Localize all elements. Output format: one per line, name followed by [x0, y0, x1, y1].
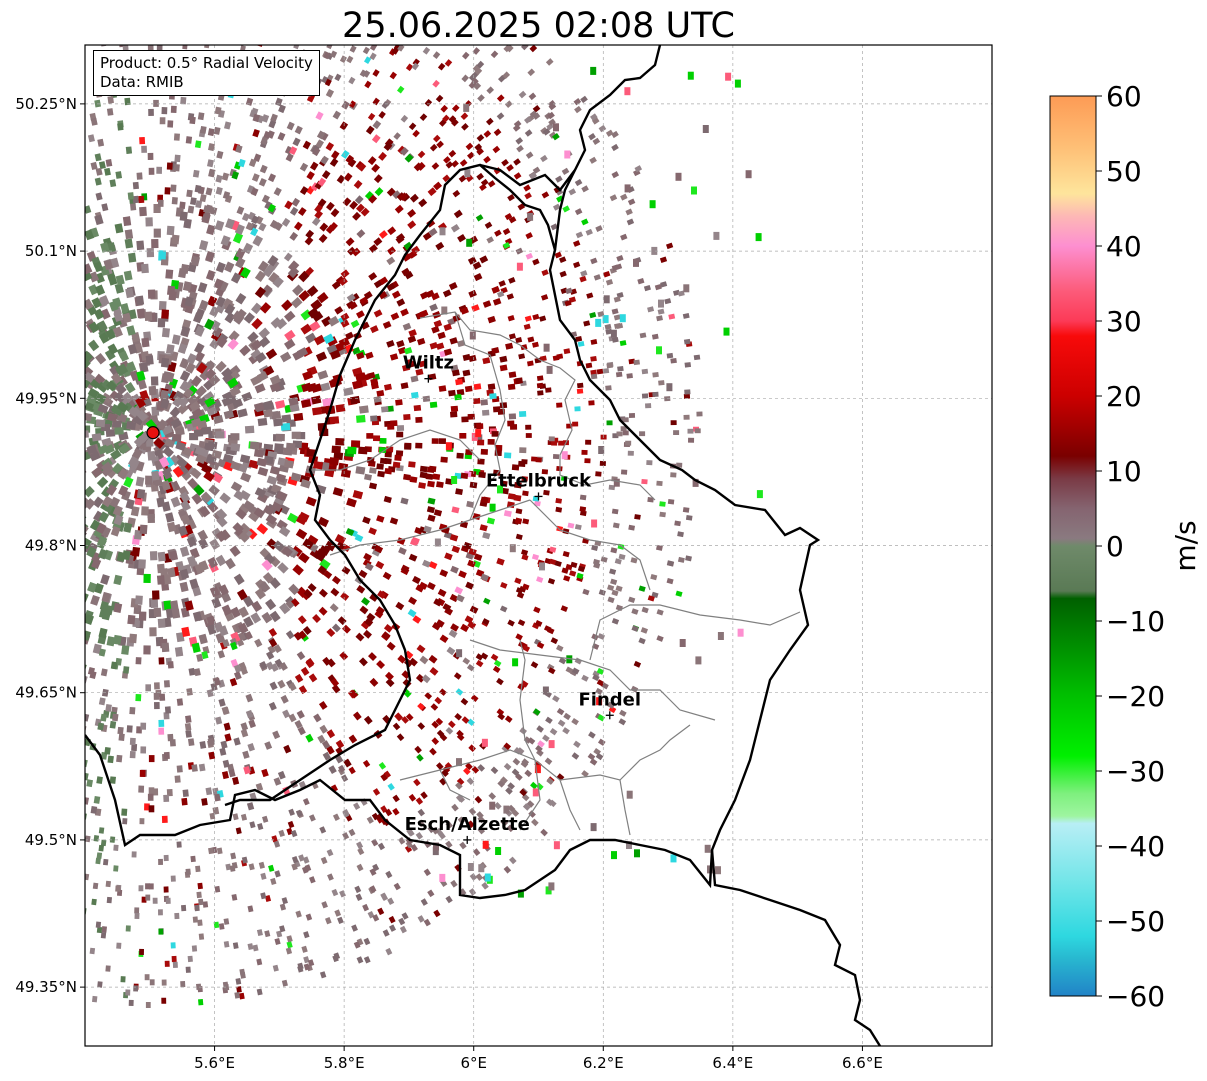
colorbar-tick-label: −60: [1106, 980, 1165, 1013]
map-gridlines: [85, 45, 992, 1046]
lon-tick-label: 6.6°E: [842, 1054, 883, 1072]
lon-tick-label: 6.2°E: [583, 1054, 624, 1072]
colorbar-tick-label: 40: [1106, 230, 1142, 263]
lat-tick-label: 49.8°N: [25, 537, 77, 555]
canton-boundaries: [310, 311, 801, 836]
city-markers: Wiltz Ettelbruck Findel Esch/Alzette: [403, 353, 641, 844]
lat-tick-label: 49.35°N: [15, 978, 77, 996]
colorbar-tick-label: 0: [1106, 530, 1124, 563]
colorbar-tick-label: 20: [1106, 380, 1142, 413]
lat-tick-label: 49.95°N: [15, 389, 77, 407]
colorbar-tick-label: 30: [1106, 305, 1142, 338]
colorbar-tick-label: −50: [1106, 905, 1165, 938]
lat-tick-label: 49.65°N: [15, 684, 77, 702]
lon-tick-label: 6°E: [460, 1054, 487, 1072]
colorbar-tick-label: 10: [1106, 455, 1142, 488]
lon-tick-label: 5.8°E: [324, 1054, 365, 1072]
lat-tick-label: 50.1°N: [25, 242, 77, 260]
colorbar-label: m/s: [1169, 520, 1202, 571]
country-borders: [85, 45, 882, 1046]
city-label: Wiltz: [403, 353, 454, 374]
map-axis-ticks: 5.6°E 5.8°E 6°E 6.2°E 6.4°E 6.6°E 50.25°N 50.1°…: [15, 95, 883, 1072]
product-info-box: Product: 0.5° Radial Velocity Data: RMIB: [93, 50, 320, 96]
city-label: Esch/Alzette: [405, 814, 530, 835]
radar-site-dot: [146, 426, 160, 440]
colorbar-tick-label: −20: [1106, 680, 1165, 713]
colorbar-tick-label: 50: [1106, 155, 1142, 188]
germany-border: [479, 45, 882, 1046]
city-label: Ettelbruck: [486, 470, 592, 491]
lon-tick-label: 5.6°E: [194, 1054, 235, 1072]
colorbar-tick-label: −10: [1106, 605, 1165, 638]
data-source-label: Data: RMIB: [100, 73, 184, 91]
luxembourg-border: [85, 163, 821, 900]
lon-tick-label: 6.4°E: [712, 1054, 753, 1072]
lat-tick-label: 50.25°N: [15, 95, 77, 113]
velocity-echoes: [85, 45, 763, 1008]
chart-title: 25.06.2025 02:08 UTC: [342, 6, 735, 46]
product-label: Product: 0.5° Radial Velocity: [100, 54, 313, 72]
radar-site-marker: [146, 426, 160, 440]
colorbar-scale: [1049, 95, 1097, 997]
velocity-colorbar: 60 50 40 30 20 10 0 −10 −20 −30 −40 −50 −60 m/s: [1049, 80, 1202, 1013]
lat-tick-label: 49.5°N: [25, 831, 77, 849]
colorbar-tick-label: −40: [1106, 830, 1165, 863]
colorbar-tick-label: 60: [1106, 80, 1142, 113]
colorbar-tick-label: −30: [1106, 755, 1165, 788]
city-label: Findel: [578, 689, 641, 710]
